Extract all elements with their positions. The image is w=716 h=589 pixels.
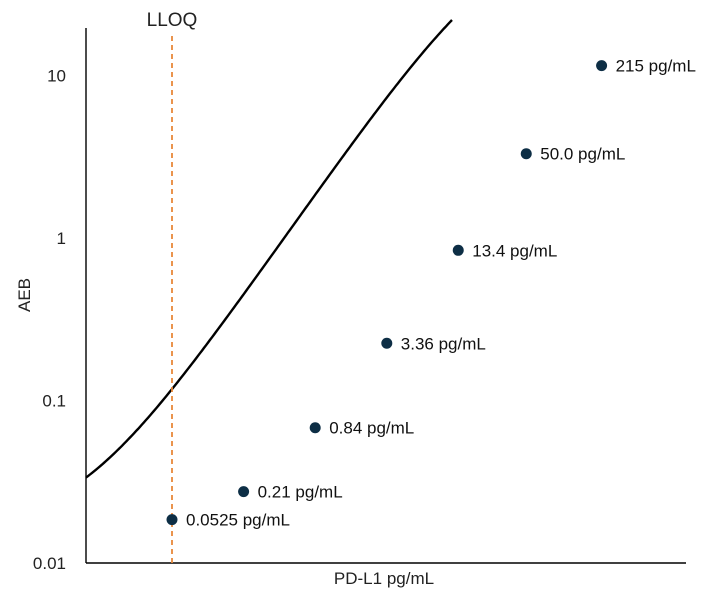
y-tick-label: 10 <box>47 67 66 86</box>
data-point-label: 0.21 pg/mL <box>258 483 343 502</box>
data-point <box>309 422 321 434</box>
y-tick-label: 1 <box>57 229 66 248</box>
data-point <box>381 337 393 349</box>
data-point-label: 0.0525 pg/mL <box>186 511 290 530</box>
data-point-label: 50.0 pg/mL <box>540 145 625 164</box>
y-axis-label: AEB <box>15 278 34 312</box>
y-axis-ticks: 0.01 0.1 1 10 <box>33 67 66 574</box>
data-point <box>238 486 250 498</box>
lloq-label: LLOQ <box>147 10 198 31</box>
y-tick-label: 0.1 <box>42 392 66 411</box>
data-points: 0.0525 pg/mL 0.21 pg/mL 0.84 pg/mL 3.36 pg/… <box>166 57 696 530</box>
data-point-label: 215 pg/mL <box>616 57 696 76</box>
data-point <box>166 514 178 526</box>
data-point-label: 0.84 pg/mL <box>329 419 414 438</box>
fitted-curve <box>85 19 453 479</box>
data-point <box>596 60 608 72</box>
data-point-label: 13.4 pg/mL <box>472 241 557 260</box>
data-point-label: 3.36 pg/mL <box>401 334 486 353</box>
x-axis-label: PD-L1 pg/mL <box>334 569 434 588</box>
data-point <box>520 148 532 160</box>
data-point <box>452 244 464 256</box>
y-tick-label: 0.01 <box>33 554 66 573</box>
